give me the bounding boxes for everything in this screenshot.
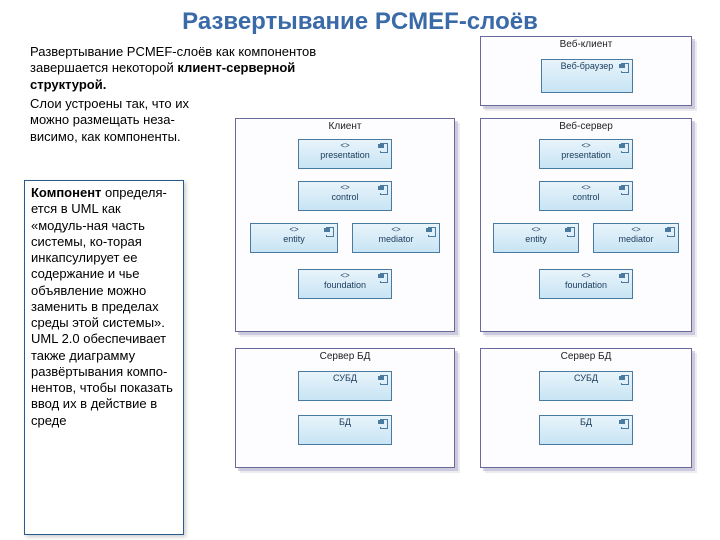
- node-client: Клиент <>presentation <>control <>entity <>m…: [235, 118, 455, 332]
- component-webserver-0: <>presentation: [539, 139, 633, 169]
- component-icon: [621, 419, 629, 429]
- component-icon: [380, 375, 388, 385]
- node-title: Веб-сервер: [481, 121, 691, 132]
- component-webserver-3: <>mediator: [593, 223, 679, 253]
- component-webserver-4: <>foundation: [539, 269, 633, 299]
- component-dbserver1-1: БД: [298, 415, 392, 445]
- component-icon: [380, 185, 388, 195]
- component-client-3: <>mediator: [352, 223, 440, 253]
- component-webclient-0: Веб-браузер: [541, 59, 633, 93]
- component-icon: [380, 419, 388, 429]
- component-webserver-2: <>entity: [493, 223, 579, 253]
- component-client-1: <>control: [298, 181, 392, 211]
- paragraph-3-box: Компонент определя-ется в UML как «модул…: [24, 180, 184, 535]
- component-icon: [326, 227, 334, 237]
- node-title: Сервер БД: [236, 351, 454, 362]
- component-client-2: <>entity: [250, 223, 338, 253]
- node-webserver: Веб-сервер <>presentation <>control <>entit…: [480, 118, 692, 332]
- component-client-4: <>foundation: [298, 269, 392, 299]
- component-icon: [621, 63, 629, 73]
- component-webserver-1: <>control: [539, 181, 633, 211]
- component-icon: [621, 185, 629, 195]
- component-icon: [567, 227, 575, 237]
- node-dbserver1: Сервер БД СУБД БД: [235, 348, 455, 468]
- component-icon: [428, 227, 436, 237]
- component-dbserver2-1: БД: [539, 415, 633, 445]
- component-client-0: <>presentation: [298, 139, 392, 169]
- paragraph-2: Слои устроены так, что их можно размещат…: [30, 96, 200, 145]
- component-icon: [667, 227, 675, 237]
- component-dbserver2-0: СУБД: [539, 371, 633, 401]
- node-title: Веб-клиент: [481, 39, 691, 50]
- p3-bold: Компонент: [31, 185, 101, 200]
- node-title: Сервер БД: [481, 351, 691, 362]
- p3-rest: определя-ется в UML как «модуль-ная част…: [31, 185, 173, 428]
- node-title: Клиент: [236, 121, 454, 132]
- node-webclient: Веб-клиент Веб-браузер: [480, 36, 692, 106]
- component-icon: [621, 273, 629, 283]
- component-icon: [621, 375, 629, 385]
- component-icon: [380, 273, 388, 283]
- component-dbserver1-0: СУБД: [298, 371, 392, 401]
- component-icon: [621, 143, 629, 153]
- paragraph-1: Развертывание PCMEF-слоёв как компоненто…: [30, 44, 340, 93]
- page-title: Развертывание PCMEF-слоёв: [0, 8, 720, 36]
- node-dbserver2: Сервер БД СУБД БД: [480, 348, 692, 468]
- component-icon: [380, 143, 388, 153]
